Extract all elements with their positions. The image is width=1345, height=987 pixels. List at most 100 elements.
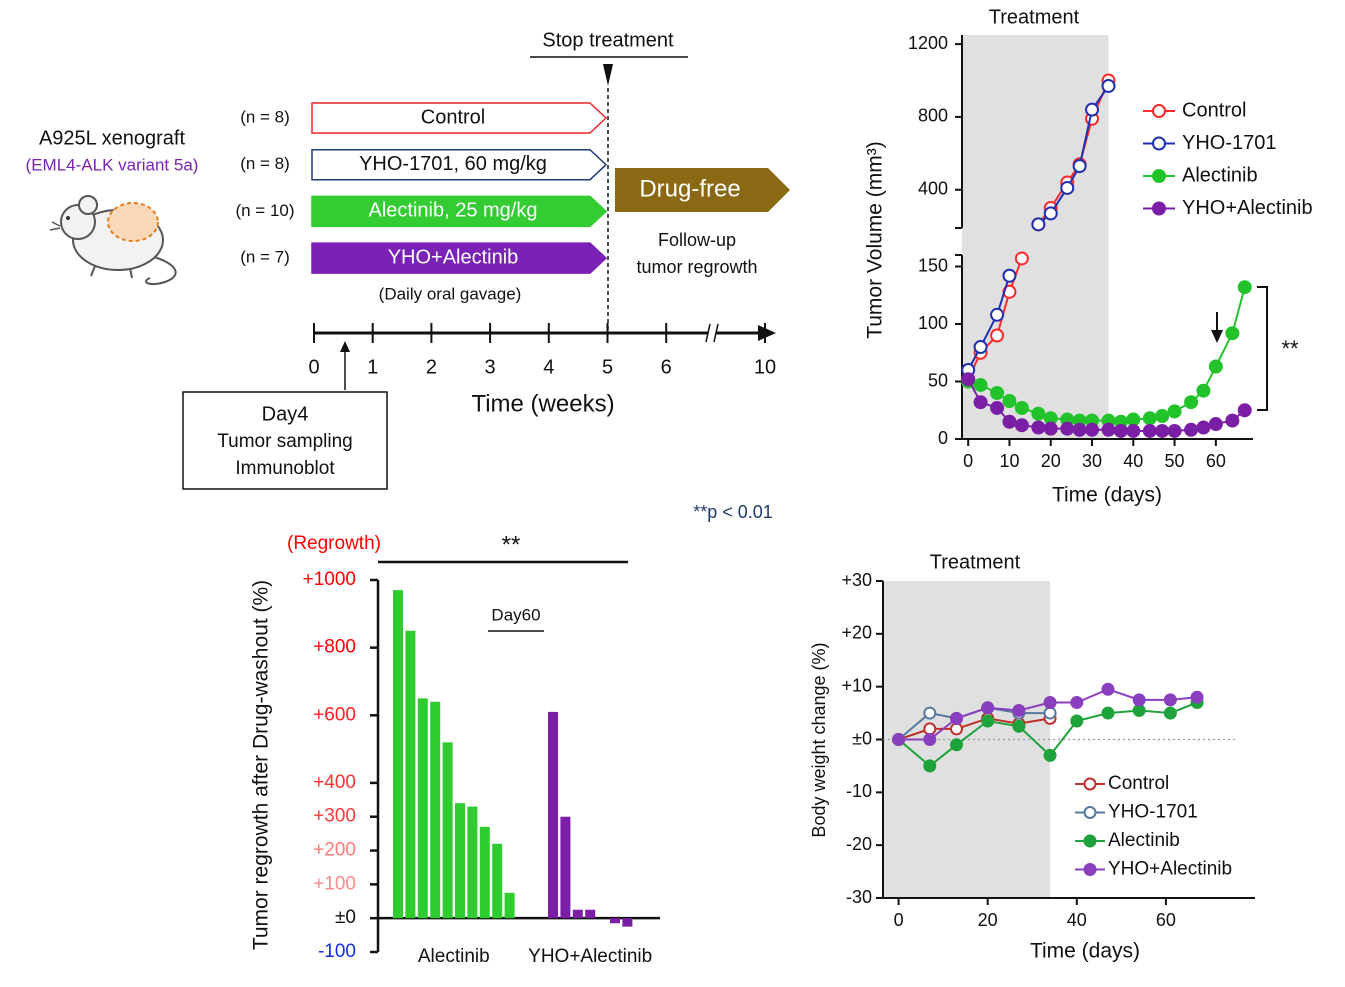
data-point [1184,422,1199,437]
legend-marker [1152,201,1166,216]
x-tick-label: 40 [1067,910,1087,930]
data-point [1142,411,1157,426]
chart-title: Treatment [930,551,1021,573]
y-tick-label: +800 [313,637,356,658]
data-point [1142,423,1157,438]
y-tick-label: +20 [841,623,872,643]
timeline-label: Time (weeks) [471,390,614,417]
group-arrow [311,148,608,181]
data-point [1126,423,1141,438]
data-point [1014,418,1029,433]
bar [622,918,633,927]
bar [442,742,453,919]
x-tick-label: 10 [999,451,1019,471]
y-tick-label: -30 [846,887,872,907]
data-point [1002,268,1017,283]
data-point [990,400,1005,415]
legend-marker [1152,136,1166,151]
mouse-icon [49,195,177,286]
x-tick-label: 40 [1123,451,1143,471]
timeline-tick-label: 10 [754,356,776,378]
data-point [1002,394,1017,409]
legend-marker [1083,863,1097,876]
group-arrow [311,102,608,134]
axis-break [708,325,716,341]
group-n: (n = 10) [235,201,294,220]
y-tick-label: +1000 [303,569,356,590]
group-n: (n = 8) [240,154,290,173]
treatment-shade [962,35,1109,439]
data-point [1208,417,1223,432]
group-arrow [311,195,608,228]
data-point [1126,412,1141,427]
data-point [1014,251,1029,266]
data-point [1167,423,1182,438]
group-n: (n = 8) [240,107,290,126]
legend-marker [1083,777,1097,791]
bar [417,698,428,919]
legend-label: Control [1108,773,1169,794]
data-point [1043,706,1057,720]
y-tick-label: -20 [846,834,872,854]
data-point [1014,400,1029,415]
group-n: (n = 7) [240,248,290,267]
data-point [1196,420,1211,435]
drug-free-arrow [615,168,790,212]
data-point [1043,696,1057,710]
data-point [923,706,937,720]
timeline-tick-label: 0 [308,356,319,378]
drug-free-label: Drug-free [639,175,740,202]
y-tick-label: 0 [938,428,948,448]
stop-label: Stop treatment [542,29,674,51]
x-axis-label: Time (days) [1052,484,1162,507]
footnote: **p < 0.01 [693,502,773,522]
axis-break-slash [713,323,719,343]
bar [585,909,596,919]
legend-label: YHO+Alectinib [1182,197,1313,219]
data-point [973,340,988,354]
tumor-icon [107,202,159,242]
timeline-tick-label: 4 [543,356,554,378]
data-point [990,307,1005,322]
mouse-eye [66,216,70,220]
day-arrowhead [1211,330,1223,343]
data-point [1101,78,1116,93]
data-point [1184,395,1199,410]
data-point [1002,414,1017,429]
group-name: YHO+Alectinib [388,246,519,268]
group-name: Control [421,106,485,128]
timeline-tick-label: 6 [661,356,672,378]
bar [560,816,571,919]
legend-label: Alectinib [1182,164,1258,186]
y-tick-label: -100 [318,941,356,962]
data-point [990,328,1005,343]
bar [393,590,403,919]
data-point [1043,421,1058,436]
data-point [1190,690,1204,704]
legend-label: YHO-1701 [1108,802,1198,823]
data-point [1085,422,1100,437]
bar [548,711,558,919]
data-point [1237,280,1252,295]
sampling-box [182,391,388,490]
legend-label: Control [1182,99,1246,121]
data-point [1163,706,1177,720]
data-point [1196,383,1211,398]
significance-bracket [1257,286,1268,411]
data-point [1031,406,1046,421]
mouse-tail [145,255,177,286]
group-label: YHO+Alectinib [528,946,652,967]
data-point [1072,159,1087,174]
y-tick-label: 1200 [908,33,948,53]
sampling-text: Immunoblot [235,458,335,479]
y-tick-label: 50 [928,370,948,390]
y-tick-label: +600 [313,704,356,725]
bar [610,918,620,924]
data-point [1113,423,1128,438]
data-point [1225,413,1240,428]
group-name: YHO-1701, 60 mg/kg [359,153,547,175]
y-tick-label: +400 [313,772,356,793]
data-point [1043,206,1058,221]
y-axis-label: Body weight change (%) [809,642,829,837]
x-tick-label: 60 [1156,910,1176,930]
